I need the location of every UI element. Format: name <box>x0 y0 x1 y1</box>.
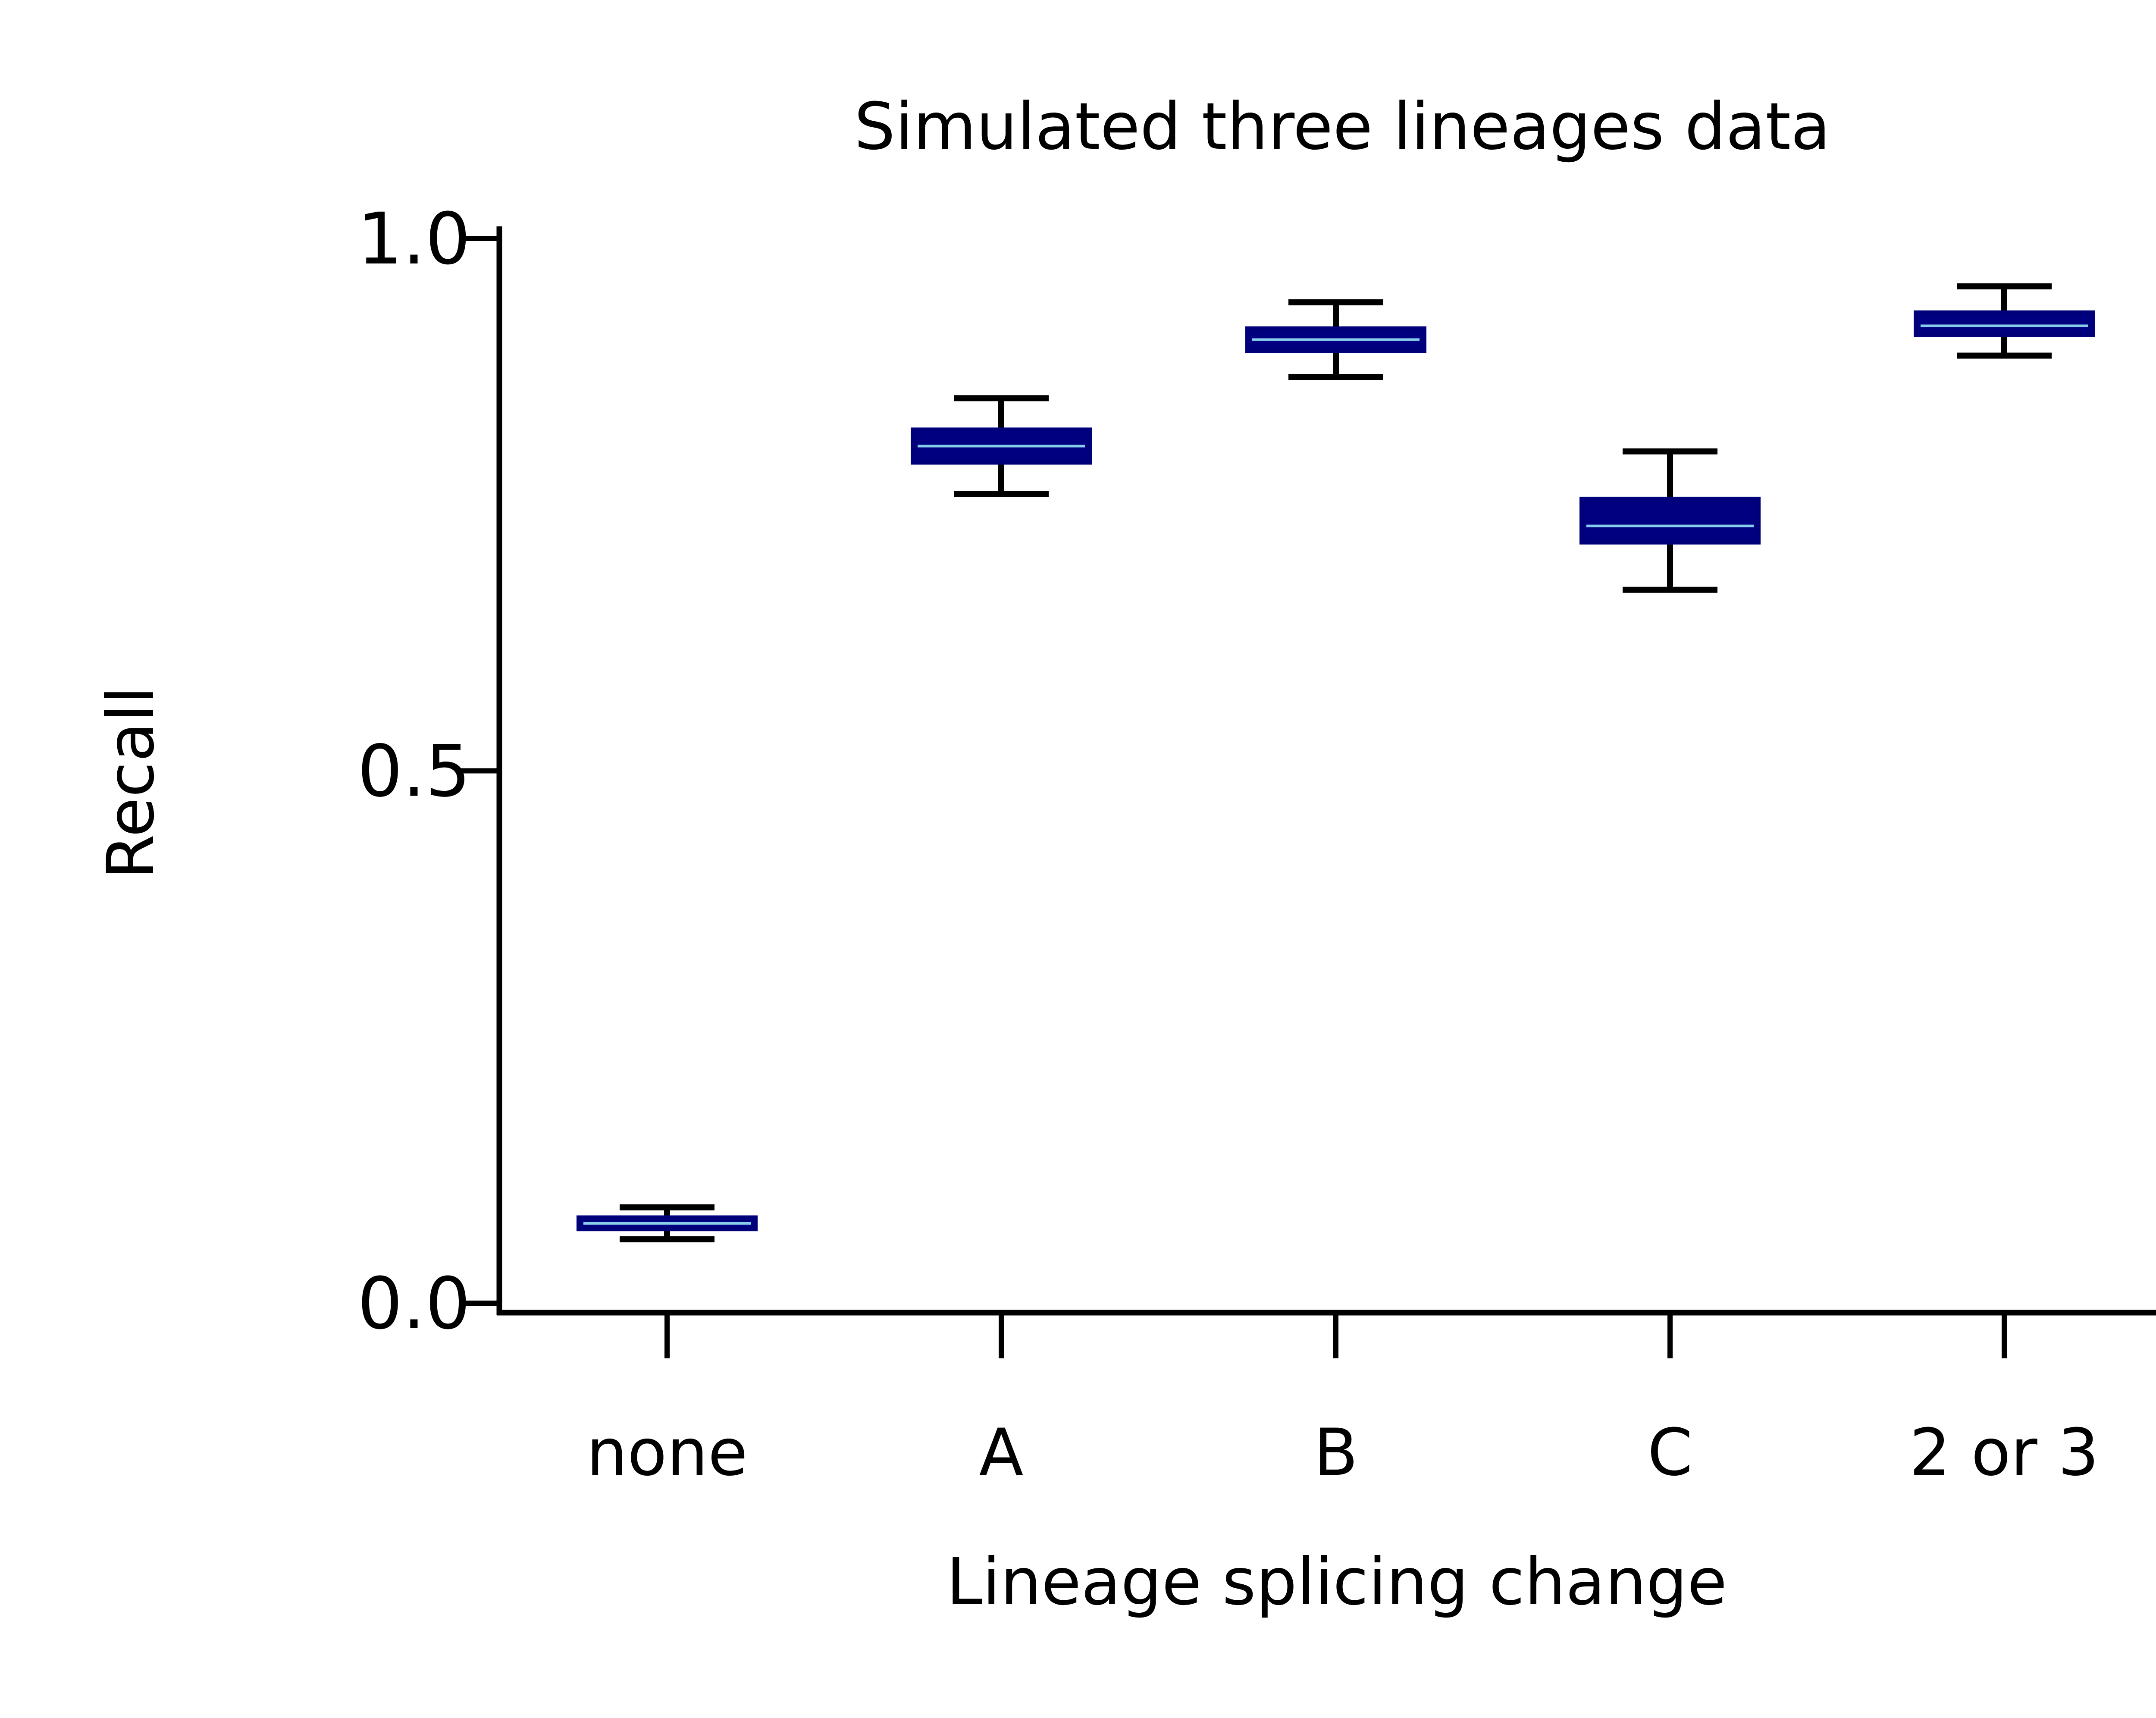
box-group <box>1245 299 1426 380</box>
x-axis-title: Lineage splicing change <box>946 1545 1727 1620</box>
x-tick-label: none <box>586 1415 748 1490</box>
box <box>1914 310 2095 337</box>
y-tick-label: 1.0 <box>357 198 470 280</box>
x-tick-label: B <box>1314 1415 1358 1490</box>
y-ticks: 0.0 0.5 1.0 <box>357 198 499 1345</box>
box-group <box>1579 448 1761 593</box>
box-group <box>1914 283 2095 359</box>
box-group <box>911 395 1092 497</box>
y-tick-label: 0.5 <box>357 730 470 813</box>
x-tick-label: C <box>1648 1415 1693 1490</box>
y-tick-label: 0.0 <box>357 1262 470 1345</box>
x-ticks: none A B C 2 or 3 <box>586 1315 2099 1490</box>
y-axis-title: Recall <box>94 686 169 879</box>
chart-title: Simulated three lineages data <box>854 89 1830 164</box>
box <box>1579 496 1761 545</box>
box-group <box>577 1204 758 1242</box>
plot-area <box>577 283 2095 1242</box>
x-tick-label: A <box>979 1415 1024 1490</box>
x-tick-label: 2 or 3 <box>1909 1415 2099 1490</box>
